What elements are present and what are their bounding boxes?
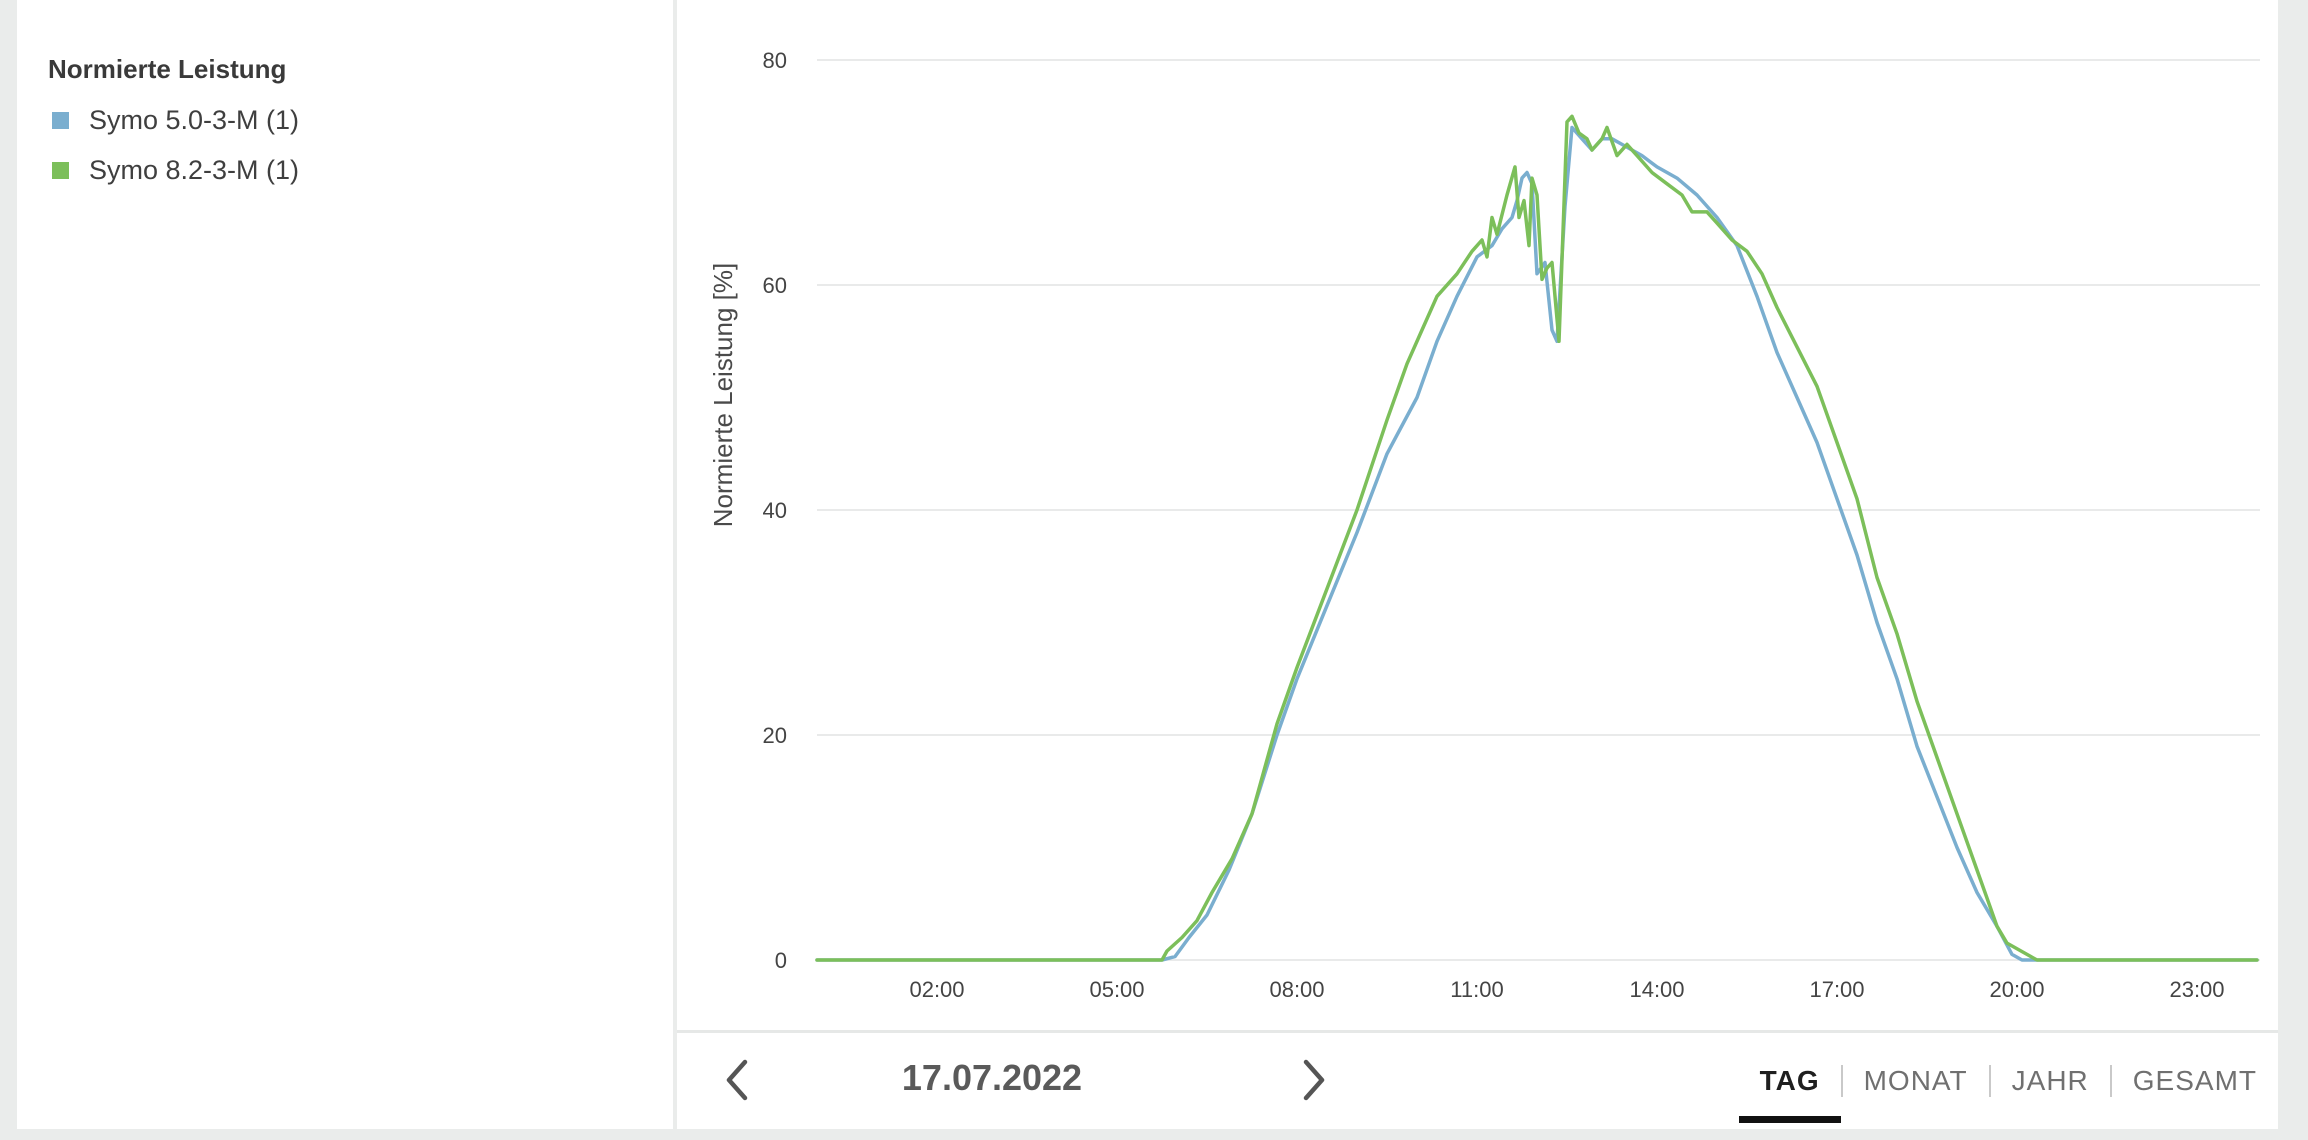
x-tick-label: 17:00 [1809,977,1864,1002]
legend-label: Symo 5.0-3-M (1) [89,104,300,135]
legend-swatch [52,161,69,179]
x-tick-label: 14:00 [1629,977,1684,1002]
series-lines [815,114,2259,962]
x-tick-label: 11:00 [1450,977,1503,1002]
legend-panel: Normierte Leistung Symo 5.0-3-M (1) Symo… [17,0,673,1129]
y-tick-label: 80 [763,48,787,73]
legend-item-symo-8[interactable]: Symo 8.2-3-M (1) [52,152,299,188]
chevron-right-icon [1303,1059,1325,1101]
tab-tag[interactable]: TAG [1738,1033,1841,1129]
y-tick-label: 60 [763,273,787,298]
y-axis-label: Normierte Leistung [%] [708,263,738,527]
tab-separator [2109,1065,2112,1097]
tab-gesamt[interactable]: GESAMT [2132,1065,2257,1096]
chart-panel: 0 20 40 60 80 02:00 05:00 08:00 11:00 14:00 17:00 2… [677,0,2278,1129]
series-line-2[interactable] [815,114,2259,962]
x-tick-label: 05:00 [1089,977,1144,1002]
legend-item-symo-5[interactable]: Symo 5.0-3-M (1) [52,102,299,138]
next-day-button[interactable] [1288,1055,1338,1105]
x-tick-label: 08:00 [1269,977,1324,1002]
chevron-left-icon [726,1059,748,1101]
legend-swatch [52,111,69,129]
x-tick-label: 02:00 [909,977,964,1002]
chart-area: 0 20 40 60 80 02:00 05:00 08:00 11:00 14:00 17:00 2… [677,0,2278,1030]
prev-day-button[interactable] [713,1055,763,1105]
y-tick-label: 40 [763,498,787,523]
legend-title: Normierte Leistung [48,54,287,84]
y-tick-label: 0 [775,948,787,973]
tab-monat[interactable]: MONAT [1863,1065,1968,1096]
period-tabs: TAG MONAT JAHR GESAMT [1738,1033,2278,1129]
tab-separator [1988,1065,1991,1097]
x-tick-label: 23:00 [2169,977,2224,1002]
tab-jahr[interactable]: JAHR [2011,1065,2089,1096]
axes: 0 20 40 60 80 02:00 05:00 08:00 11:00 14:00 17:00 2… [763,48,2225,1002]
legend-label: Symo 8.2-3-M (1) [89,154,300,185]
tab-separator [1840,1065,1843,1097]
x-tick-label: 20:00 [1989,977,2044,1002]
y-tick-label: 20 [763,723,787,748]
line-chart: 0 20 40 60 80 02:00 05:00 08:00 11:00 14:00 17:00 2… [708,48,2260,1002]
current-date[interactable]: 17.07.2022 [901,1057,1083,1098]
series-line-1[interactable] [815,125,2259,962]
period-navigation: 17.07.2022 TAG MONAT JAHR GESAMT [677,1033,2278,1129]
divider [677,1030,2278,1033]
